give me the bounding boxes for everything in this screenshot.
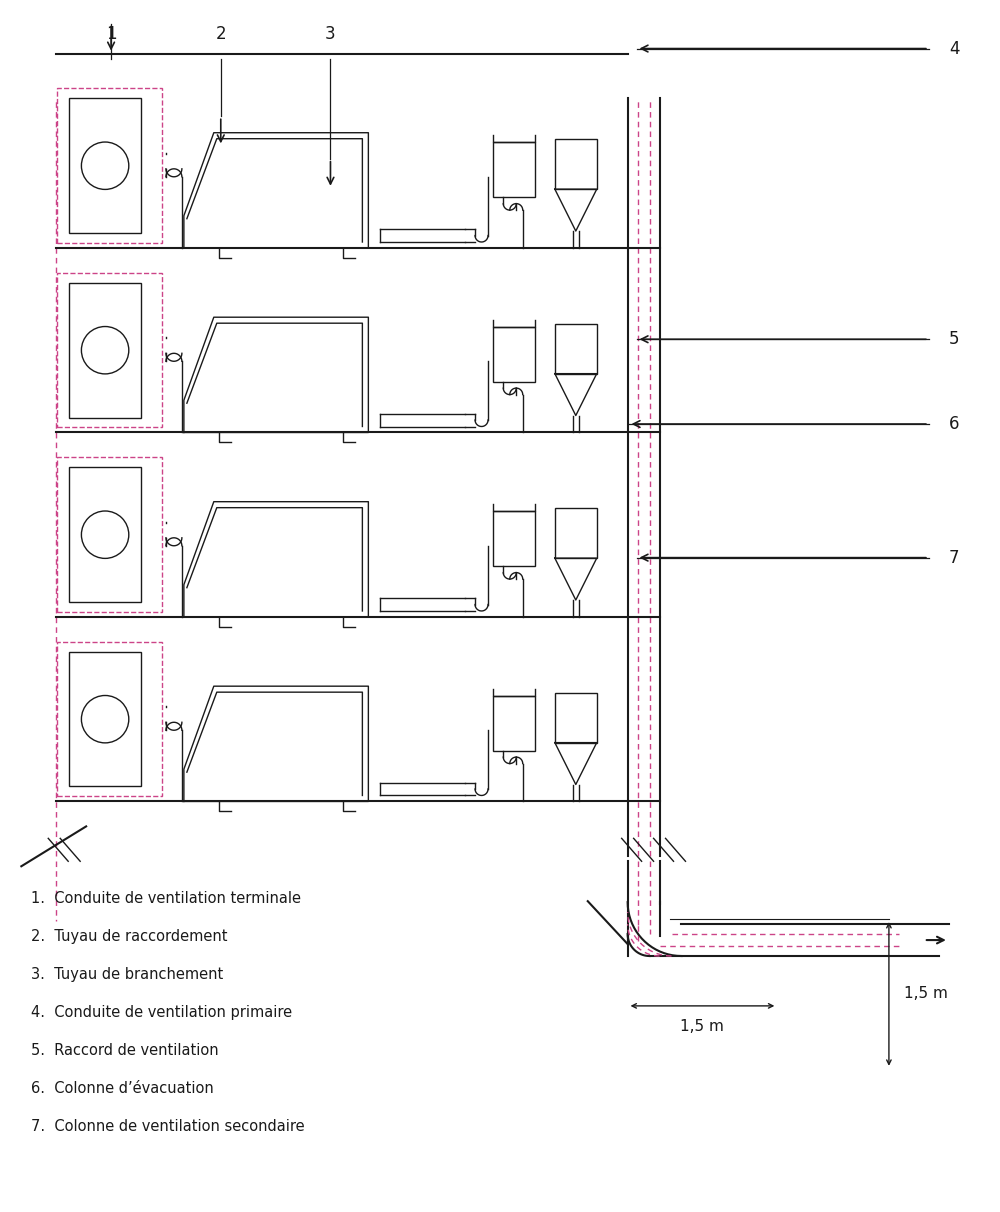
Text: 2.  Tuyau de raccordement: 2. Tuyau de raccordement <box>31 930 228 944</box>
Bar <box>555 324 597 373</box>
Bar <box>493 142 535 198</box>
Text: 7: 7 <box>949 549 959 567</box>
Bar <box>555 139 597 189</box>
Bar <box>57 273 162 428</box>
Text: 1: 1 <box>106 24 116 42</box>
Text: 4.  Conduite de ventilation primaire: 4. Conduite de ventilation primaire <box>31 1005 292 1019</box>
Bar <box>493 696 535 750</box>
Text: 7.  Colonne de ventilation secondaire: 7. Colonne de ventilation secondaire <box>31 1119 305 1133</box>
Bar <box>555 693 597 743</box>
Bar <box>555 508 597 559</box>
Text: 3.  Tuyau de branchement: 3. Tuyau de branchement <box>31 967 224 982</box>
Bar <box>57 457 162 612</box>
Bar <box>57 642 162 796</box>
Bar <box>69 282 141 417</box>
Text: 3: 3 <box>325 24 336 42</box>
Text: 2: 2 <box>215 24 226 42</box>
Text: 1.  Conduite de ventilation terminale: 1. Conduite de ventilation terminale <box>31 891 301 907</box>
Bar <box>69 98 141 233</box>
Text: 5: 5 <box>949 330 959 348</box>
Text: 6: 6 <box>949 415 959 433</box>
Bar <box>493 511 535 566</box>
Bar <box>57 88 162 244</box>
Text: 1,5 m: 1,5 m <box>680 1019 724 1034</box>
Bar <box>493 327 535 382</box>
Bar <box>69 652 141 787</box>
Text: 5.  Raccord de ventilation: 5. Raccord de ventilation <box>31 1042 219 1058</box>
Text: 6.  Colonne d’évacuation: 6. Colonne d’évacuation <box>31 1081 214 1096</box>
Text: 1,5 m: 1,5 m <box>904 987 948 1001</box>
Bar <box>69 468 141 602</box>
Text: 4: 4 <box>949 40 959 57</box>
